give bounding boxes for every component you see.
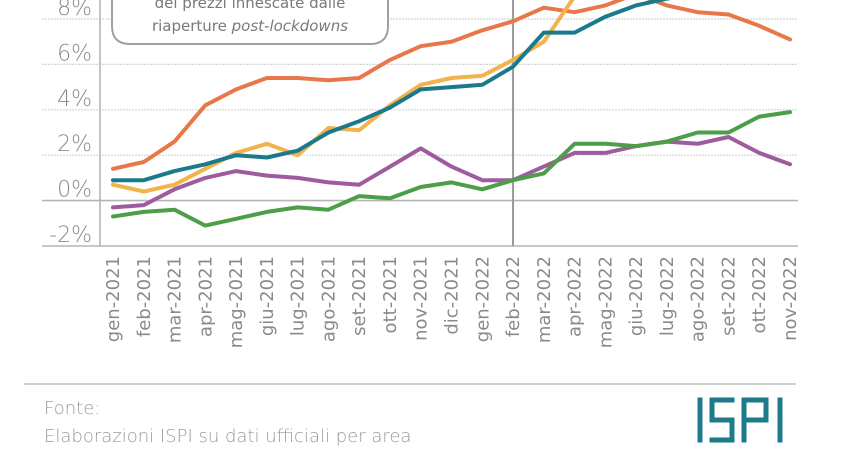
x-tick-label: gen-2022	[472, 256, 493, 342]
source-text: Elaborazioni ISPI su dati ufficiali per …	[44, 426, 412, 447]
x-tick-label: ago-2021	[318, 256, 339, 342]
series-line-orange	[111, 0, 792, 171]
annotation-line-2-italic: post-lockdowns	[231, 17, 349, 35]
x-tick-label: nov-2021	[411, 256, 432, 341]
x-tick-label: mar-2021	[165, 256, 186, 343]
logo-letter-s	[709, 397, 735, 443]
x-tick-label: ott-2021	[380, 256, 401, 333]
ispi-logo: ISPI	[697, 397, 783, 443]
y-tick-label: 6%	[57, 41, 92, 66]
series-line-teal	[111, 0, 672, 183]
y-tick-label: 0%	[57, 178, 92, 203]
x-tick-label: mar-2022	[534, 256, 555, 343]
x-tick-label: set-2021	[349, 256, 370, 336]
annotation-line-2-prefix: riaperture	[152, 17, 232, 35]
annotation-box: dei prezzi innescate dalle riaperture po…	[111, 0, 389, 45]
x-tick-label: apr-2022	[565, 256, 586, 337]
series-line-purple	[111, 135, 792, 210]
x-axis-ticks: gen-2021 feb-2021 mar-2021 apr-2021 mag-2021…	[103, 256, 801, 348]
x-tick-label: lug-2021	[288, 256, 309, 336]
x-tick-label: giu-2022	[626, 256, 647, 336]
logo-letter-p	[741, 397, 769, 443]
x-tick-label: nov-2022	[780, 256, 801, 341]
series-lines	[111, 0, 792, 228]
y-tick-label: -2%	[49, 223, 92, 248]
source-label: Fonte:	[44, 398, 101, 419]
annotation-line-1: dei prezzi innescate dalle	[155, 0, 346, 12]
x-tick-label: dic-2021	[442, 256, 463, 335]
x-tick-label: lug-2022	[657, 256, 678, 336]
y-tick-label: 2%	[57, 132, 92, 157]
y-axis-ticks: -2% 0% 2% 4% 6% 8%	[49, 0, 92, 248]
annotation-box-border	[111, 0, 389, 45]
x-tick-label: mag-2022	[595, 256, 616, 348]
x-tick-label: feb-2021	[134, 256, 155, 337]
x-tick-label: apr-2021	[195, 256, 216, 337]
x-tick-label: mag-2021	[226, 256, 247, 348]
y-tick-label: 4%	[57, 87, 92, 112]
x-tick-label: feb-2022	[503, 256, 524, 337]
x-tick-label: giu-2021	[257, 256, 278, 336]
annotation-line-2: riaperture post-lockdowns	[152, 17, 348, 35]
series-line-green	[111, 110, 792, 228]
x-tick-label: gen-2021	[103, 256, 124, 342]
x-tick-label: ago-2022	[688, 256, 709, 342]
x-tick-label: ott-2022	[749, 256, 770, 333]
x-tick-label: set-2022	[718, 256, 739, 336]
y-tick-label: 8%	[57, 0, 92, 21]
